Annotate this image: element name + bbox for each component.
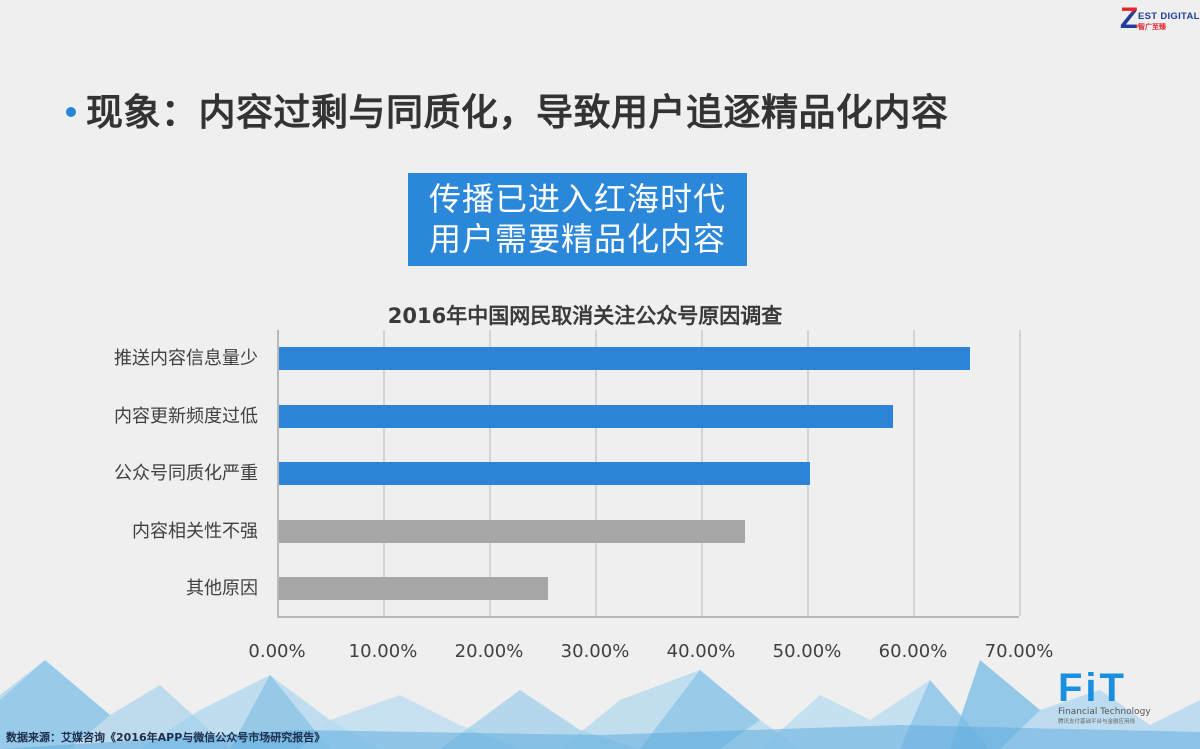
callout-box: 传播已进入红海时代 用户需要精品化内容 (408, 173, 747, 266)
zest-digital-logo: Z Z EST DIGITAL 智广至臻 (1118, 2, 1200, 35)
data-source-note: 数据来源：艾媒咨询《2016年APP与微信公众号市场研究报告》 (6, 731, 326, 744)
x-tick-label: 50.00% (772, 641, 842, 662)
category-label: 其他原因 (186, 578, 258, 599)
x-tick-label: 40.00% (666, 641, 736, 662)
callout-line-1: 传播已进入红海时代 (428, 180, 726, 218)
category-label: 推送内容信息量少 (114, 348, 258, 369)
gridline (913, 330, 915, 616)
zest-logo-text: EST DIGITAL (1138, 11, 1200, 22)
x-tick-label: 10.00% (348, 641, 418, 662)
fit-logo-english: Financial Technology (1058, 707, 1151, 717)
x-tick-label: 20.00% (454, 641, 524, 662)
category-label: 公众号同质化严重 (114, 463, 258, 484)
x-tick-label: 30.00% (560, 641, 630, 662)
chart-bar: 44 (279, 519, 746, 543)
bullet-dot-icon (66, 107, 76, 117)
zest-logo-letter: Z (1120, 2, 1139, 35)
slide-headline: 现象：内容过剩与同质化，导致用户追逐精品化内容 (86, 91, 949, 134)
chart-bar: 50.1 (279, 462, 811, 485)
x-tick-label: 70.00% (984, 641, 1054, 662)
chart-bar: 57.9 (279, 404, 893, 428)
chart-bar: 65.2 (279, 347, 971, 370)
x-tick-label: 0.00% (248, 641, 306, 662)
decorative-mountains-background (0, 660, 1200, 749)
chart-title: 2016年中国网民取消关注公众号原因调查 (387, 304, 783, 328)
x-tick-label: 60.00% (878, 641, 948, 662)
fit-logo: FiT Financial Technology 腾讯支付基础平台与金融应用线 (1058, 668, 1168, 740)
category-label: 内容更新频度过低 (114, 405, 258, 427)
category-label: 内容相关性不强 (132, 520, 258, 542)
fit-logo-mark: FiT (1058, 666, 1127, 710)
fit-logo-chinese: 腾讯支付基础平台与金融应用线 (1058, 719, 1136, 725)
zest-logo-subtext: 智广至臻 (1138, 23, 1166, 31)
chart-plot-area: 65.2 57.9 50.1 44 25.4 (277, 330, 1021, 618)
gridline (1019, 330, 1021, 616)
chart-bar: 25.4 (279, 577, 549, 600)
callout-line-2: 用户需要精品化内容 (428, 220, 726, 258)
